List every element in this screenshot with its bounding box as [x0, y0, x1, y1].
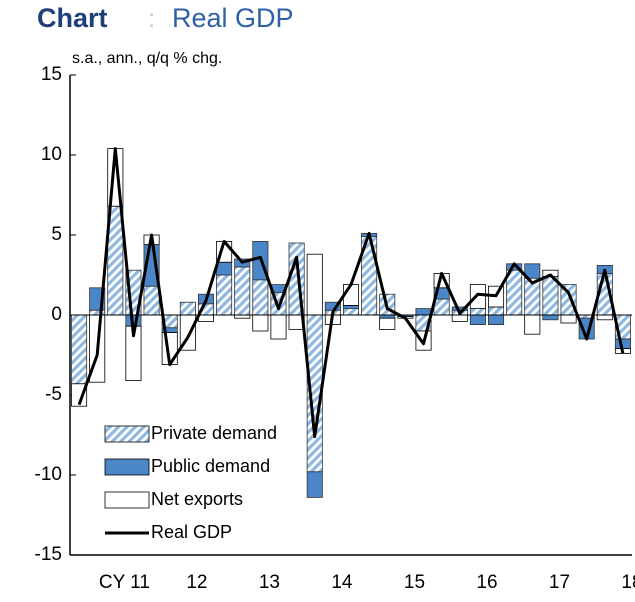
- legend-swatch: [104, 425, 150, 443]
- chart-subtitle: Real GDP: [172, 3, 294, 33]
- bar-segment: [306, 253, 323, 316]
- bar-segment: [469, 308, 486, 316]
- bar-segment: [252, 279, 269, 316]
- bar-segment: [216, 274, 233, 316]
- bar-segment: [469, 314, 486, 326]
- bar-segment: [234, 266, 251, 316]
- bar-segment: [216, 261, 233, 276]
- bar-segment: [433, 298, 450, 316]
- y-tick-label: 10: [41, 144, 62, 165]
- bar-segment: [71, 383, 88, 407]
- bar-segment: [469, 284, 486, 310]
- legend-swatch: [104, 491, 150, 509]
- bar-segment: [451, 314, 468, 322]
- legend-label: Private demand: [151, 423, 277, 443]
- y-tick-label: -10: [35, 464, 62, 485]
- x-tick-label: 14: [331, 572, 353, 593]
- bar-segment: [143, 285, 160, 316]
- line: [77, 147, 625, 439]
- y-tick-label: 0: [51, 304, 62, 325]
- bar-segment: [488, 314, 505, 326]
- legend-label: Public demand: [151, 456, 270, 476]
- bar-segment: [524, 263, 541, 279]
- bar-segment: [342, 304, 360, 309]
- bar-segment: [524, 314, 541, 335]
- legend-swatch: [104, 458, 150, 476]
- x-tick-label: 15: [404, 572, 425, 593]
- x-tick-label: 12: [186, 572, 207, 593]
- bar-segment: [542, 314, 559, 321]
- bar-segment: [179, 301, 196, 316]
- bar-segment: [488, 306, 505, 316]
- x-tick-label: 16: [476, 572, 497, 593]
- x-tick-label: 18: [621, 572, 635, 593]
- y-tick-label: 15: [41, 64, 62, 85]
- bar-segment: [270, 314, 287, 340]
- x-tick-label: 13: [259, 572, 280, 593]
- y-tick-label: -5: [45, 384, 62, 405]
- legend-label: Real GDP: [151, 522, 232, 542]
- bar-segment: [252, 314, 269, 332]
- bar-segment: [506, 269, 523, 316]
- bar-segment: [596, 314, 613, 321]
- x-tick-label: CY 11: [99, 572, 150, 593]
- y-tick-label: -15: [35, 544, 62, 565]
- bar-segment: [306, 471, 323, 498]
- x-tick-label: 17: [549, 572, 570, 593]
- legend-label: Net exports: [151, 489, 243, 509]
- bar-segment: [542, 276, 559, 316]
- bar-segment: [197, 314, 214, 322]
- bar-segment: [342, 308, 360, 316]
- bar-segment: [379, 317, 396, 330]
- y-tick-label: 5: [51, 224, 62, 245]
- bar-segment: [415, 308, 432, 316]
- chart-title: Chart: [37, 3, 108, 33]
- bar-segment: [71, 314, 88, 385]
- title-separator: :: [148, 3, 155, 33]
- y-axis-label: s.a., ann., q/q % chg.: [72, 50, 222, 67]
- bar-segment: [560, 314, 577, 324]
